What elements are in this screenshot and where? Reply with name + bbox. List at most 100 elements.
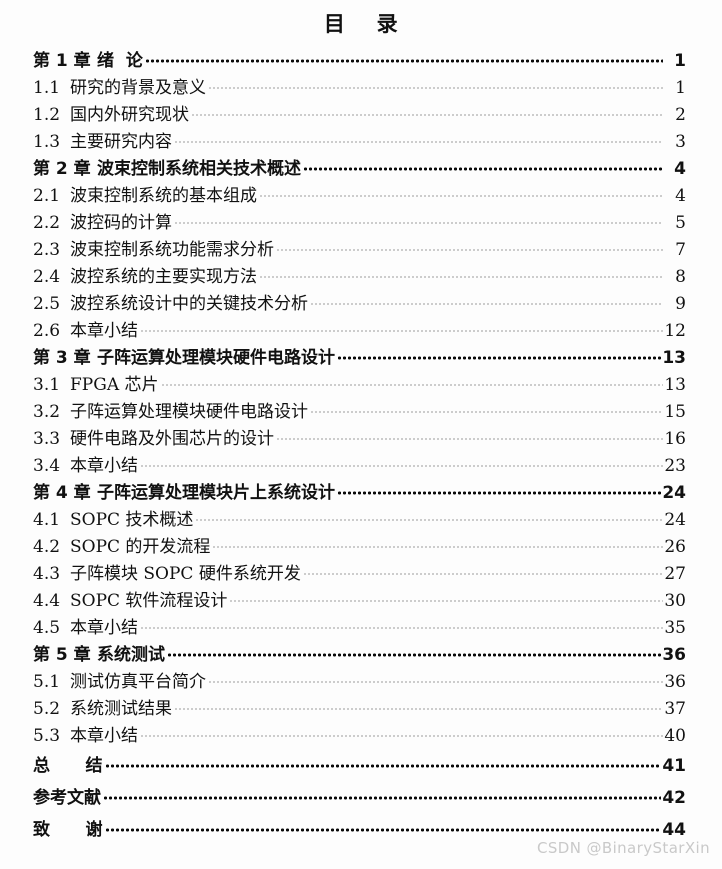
entry-title: 子阵运算处理模块硬件电路设计 bbox=[70, 402, 308, 422]
dot-leader bbox=[191, 102, 663, 120]
toc-entry-section[interactable]: 2.3 波束控制系统功能需求分析 7 bbox=[33, 237, 686, 264]
entry-title: 参考文献 bbox=[33, 788, 101, 808]
dot-leader bbox=[140, 615, 663, 633]
page-number: 13 bbox=[662, 348, 686, 368]
page-title: 目 录 bbox=[323, 12, 399, 36]
dot-leader bbox=[174, 696, 663, 714]
section-number: 2.5 bbox=[33, 294, 61, 314]
page-number: 3 bbox=[675, 132, 686, 152]
entry-title: 本章小结 bbox=[70, 456, 138, 476]
toc-entry-section[interactable]: 4.3 子阵模块 SOPC 硬件系统开发 27 bbox=[33, 561, 686, 588]
page-number: 23 bbox=[664, 456, 686, 476]
entry-title: 波控系统设计中的关键技术分析 bbox=[70, 294, 308, 314]
toc-entry-section[interactable]: 5.2 系统测试结果 37 bbox=[33, 696, 686, 723]
page-number: 36 bbox=[664, 672, 686, 692]
dot-leader bbox=[144, 48, 663, 66]
page-number: 15 bbox=[664, 402, 686, 422]
entry-title: FPGA 芯片 bbox=[70, 375, 159, 395]
page-number: 4 bbox=[674, 159, 686, 179]
entry-title: 测试仿真平台简介 bbox=[70, 672, 206, 692]
toc-entry-section[interactable]: 2.4 波控系统的主要实现方法 8 bbox=[33, 264, 686, 291]
dot-leader bbox=[337, 345, 662, 363]
dot-leader bbox=[104, 753, 662, 771]
section-number: 2.1 bbox=[33, 186, 61, 206]
toc-entry-section[interactable]: 3.2 子阵运算处理模块硬件电路设计 15 bbox=[33, 399, 686, 426]
page-number: 9 bbox=[675, 294, 686, 314]
dot-leader bbox=[208, 75, 663, 93]
entry-title: SOPC 软件流程设计 bbox=[70, 591, 228, 611]
section-number: 5.2 bbox=[33, 699, 61, 719]
section-number: 2.4 bbox=[33, 267, 61, 287]
chapter-number: 第 4 章 bbox=[33, 483, 91, 503]
page-number: 44 bbox=[662, 820, 686, 840]
page-number: 2 bbox=[675, 105, 686, 125]
toc-entry-back[interactable]: 参考文献 42 bbox=[33, 782, 686, 814]
section-number: 1.2 bbox=[33, 105, 61, 125]
page-number: 12 bbox=[664, 321, 686, 341]
dot-leader bbox=[337, 480, 662, 498]
toc-entry-section[interactable]: 5.1 测试仿真平台简介 36 bbox=[33, 669, 686, 696]
section-number: 2.2 bbox=[33, 213, 61, 233]
toc-entry-section[interactable]: 2.5 波控系统设计中的关键技术分析 9 bbox=[33, 291, 686, 318]
dot-leader bbox=[174, 210, 663, 228]
section-number: 4.5 bbox=[33, 618, 61, 638]
page-number: 27 bbox=[664, 564, 686, 584]
page-number: 24 bbox=[662, 483, 686, 503]
toc-entry-section[interactable]: 3.1 FPGA 芯片 13 bbox=[33, 372, 686, 399]
toc-entry-section[interactable]: 3.4 本章小结 23 bbox=[33, 453, 686, 480]
dot-leader bbox=[303, 156, 663, 174]
page-number: 7 bbox=[675, 240, 686, 260]
toc-entry-chapter[interactable]: 第 4 章子阵运算处理模块片上系统设计 24 bbox=[33, 480, 686, 507]
toc-entry-section[interactable]: 4.5 本章小结 35 bbox=[33, 615, 686, 642]
page-number: 1 bbox=[675, 78, 686, 98]
toc-entry-section[interactable]: 5.3 本章小结 40 bbox=[33, 723, 686, 750]
toc-entry-back[interactable]: 致 谢 44 bbox=[33, 814, 686, 846]
toc-entry-chapter[interactable]: 第 3 章子阵运算处理模块硬件电路设计 13 bbox=[33, 345, 686, 372]
entry-title: 本章小结 bbox=[70, 321, 138, 341]
entry-title: 本章小结 bbox=[70, 618, 138, 638]
toc-entry-section[interactable]: 3.3 硬件电路及外围芯片的设计 16 bbox=[33, 426, 686, 453]
page-number: 42 bbox=[662, 788, 686, 808]
entry-title: 波控系统的主要实现方法 bbox=[70, 267, 257, 287]
toc-entry-section[interactable]: 2.6 本章小结 12 bbox=[33, 318, 686, 345]
toc-entry-section[interactable]: 1.1 研究的背景及意义 1 bbox=[33, 75, 686, 102]
toc-entry-section[interactable]: 1.3 主要研究内容 3 bbox=[33, 129, 686, 156]
toc-entry-back[interactable]: 总 结 41 bbox=[33, 750, 686, 782]
page-number: 35 bbox=[664, 618, 686, 638]
dot-leader bbox=[160, 372, 664, 390]
toc-entry-chapter[interactable]: 第 2 章波束控制系统相关技术概述 4 bbox=[33, 156, 686, 183]
page-number: 4 bbox=[675, 186, 686, 206]
entry-title: 研究的背景及意义 bbox=[70, 78, 206, 98]
dot-leader bbox=[259, 183, 663, 201]
dot-leader bbox=[103, 785, 662, 803]
toc-entry-chapter[interactable]: 第 5 章系统测试 36 bbox=[33, 642, 686, 669]
page-number: 26 bbox=[664, 537, 686, 557]
toc-entry-section[interactable]: 4.4 SOPC 软件流程设计 30 bbox=[33, 588, 686, 615]
entry-title: 系统测试 bbox=[97, 645, 165, 665]
toc-entry-section[interactable]: 4.2 SOPC 的开发流程 26 bbox=[33, 534, 686, 561]
section-number: 3.3 bbox=[33, 429, 61, 449]
dot-leader bbox=[310, 291, 663, 309]
chapter-number: 第 5 章 bbox=[33, 645, 91, 665]
section-number: 2.3 bbox=[33, 240, 61, 260]
dot-leader bbox=[140, 723, 663, 741]
toc-entry-section[interactable]: 4.1 SOPC 技术概述 24 bbox=[33, 507, 686, 534]
section-number: 1.3 bbox=[33, 132, 61, 152]
page-number: 40 bbox=[664, 726, 686, 746]
section-number: 3.1 bbox=[33, 375, 61, 395]
page-number: 13 bbox=[664, 375, 686, 395]
section-number: 4.1 bbox=[33, 510, 61, 530]
page-number: 36 bbox=[662, 645, 686, 665]
toc-entry-section[interactable]: 2.1 波束控制系统的基本组成 4 bbox=[33, 183, 686, 210]
toc-entry-section[interactable]: 1.2 国内外研究现状 2 bbox=[33, 102, 686, 129]
toc-entry-section[interactable]: 2.2 波控码的计算 5 bbox=[33, 210, 686, 237]
toc-entry-list: 第 1 章绪 论 1 1.1 研究的背景及意义 1 1.2 国内外研究现状 2 1.3 主要研究内… bbox=[33, 48, 686, 846]
entry-title: 子阵运算处理模块片上系统设计 bbox=[97, 483, 335, 503]
entry-title: 波控码的计算 bbox=[70, 213, 172, 233]
page-number: 16 bbox=[664, 429, 686, 449]
page-number: 30 bbox=[664, 591, 686, 611]
page-number: 24 bbox=[664, 510, 686, 530]
page-number: 1 bbox=[674, 51, 686, 71]
toc-entry-chapter[interactable]: 第 1 章绪 论 1 bbox=[33, 48, 686, 75]
